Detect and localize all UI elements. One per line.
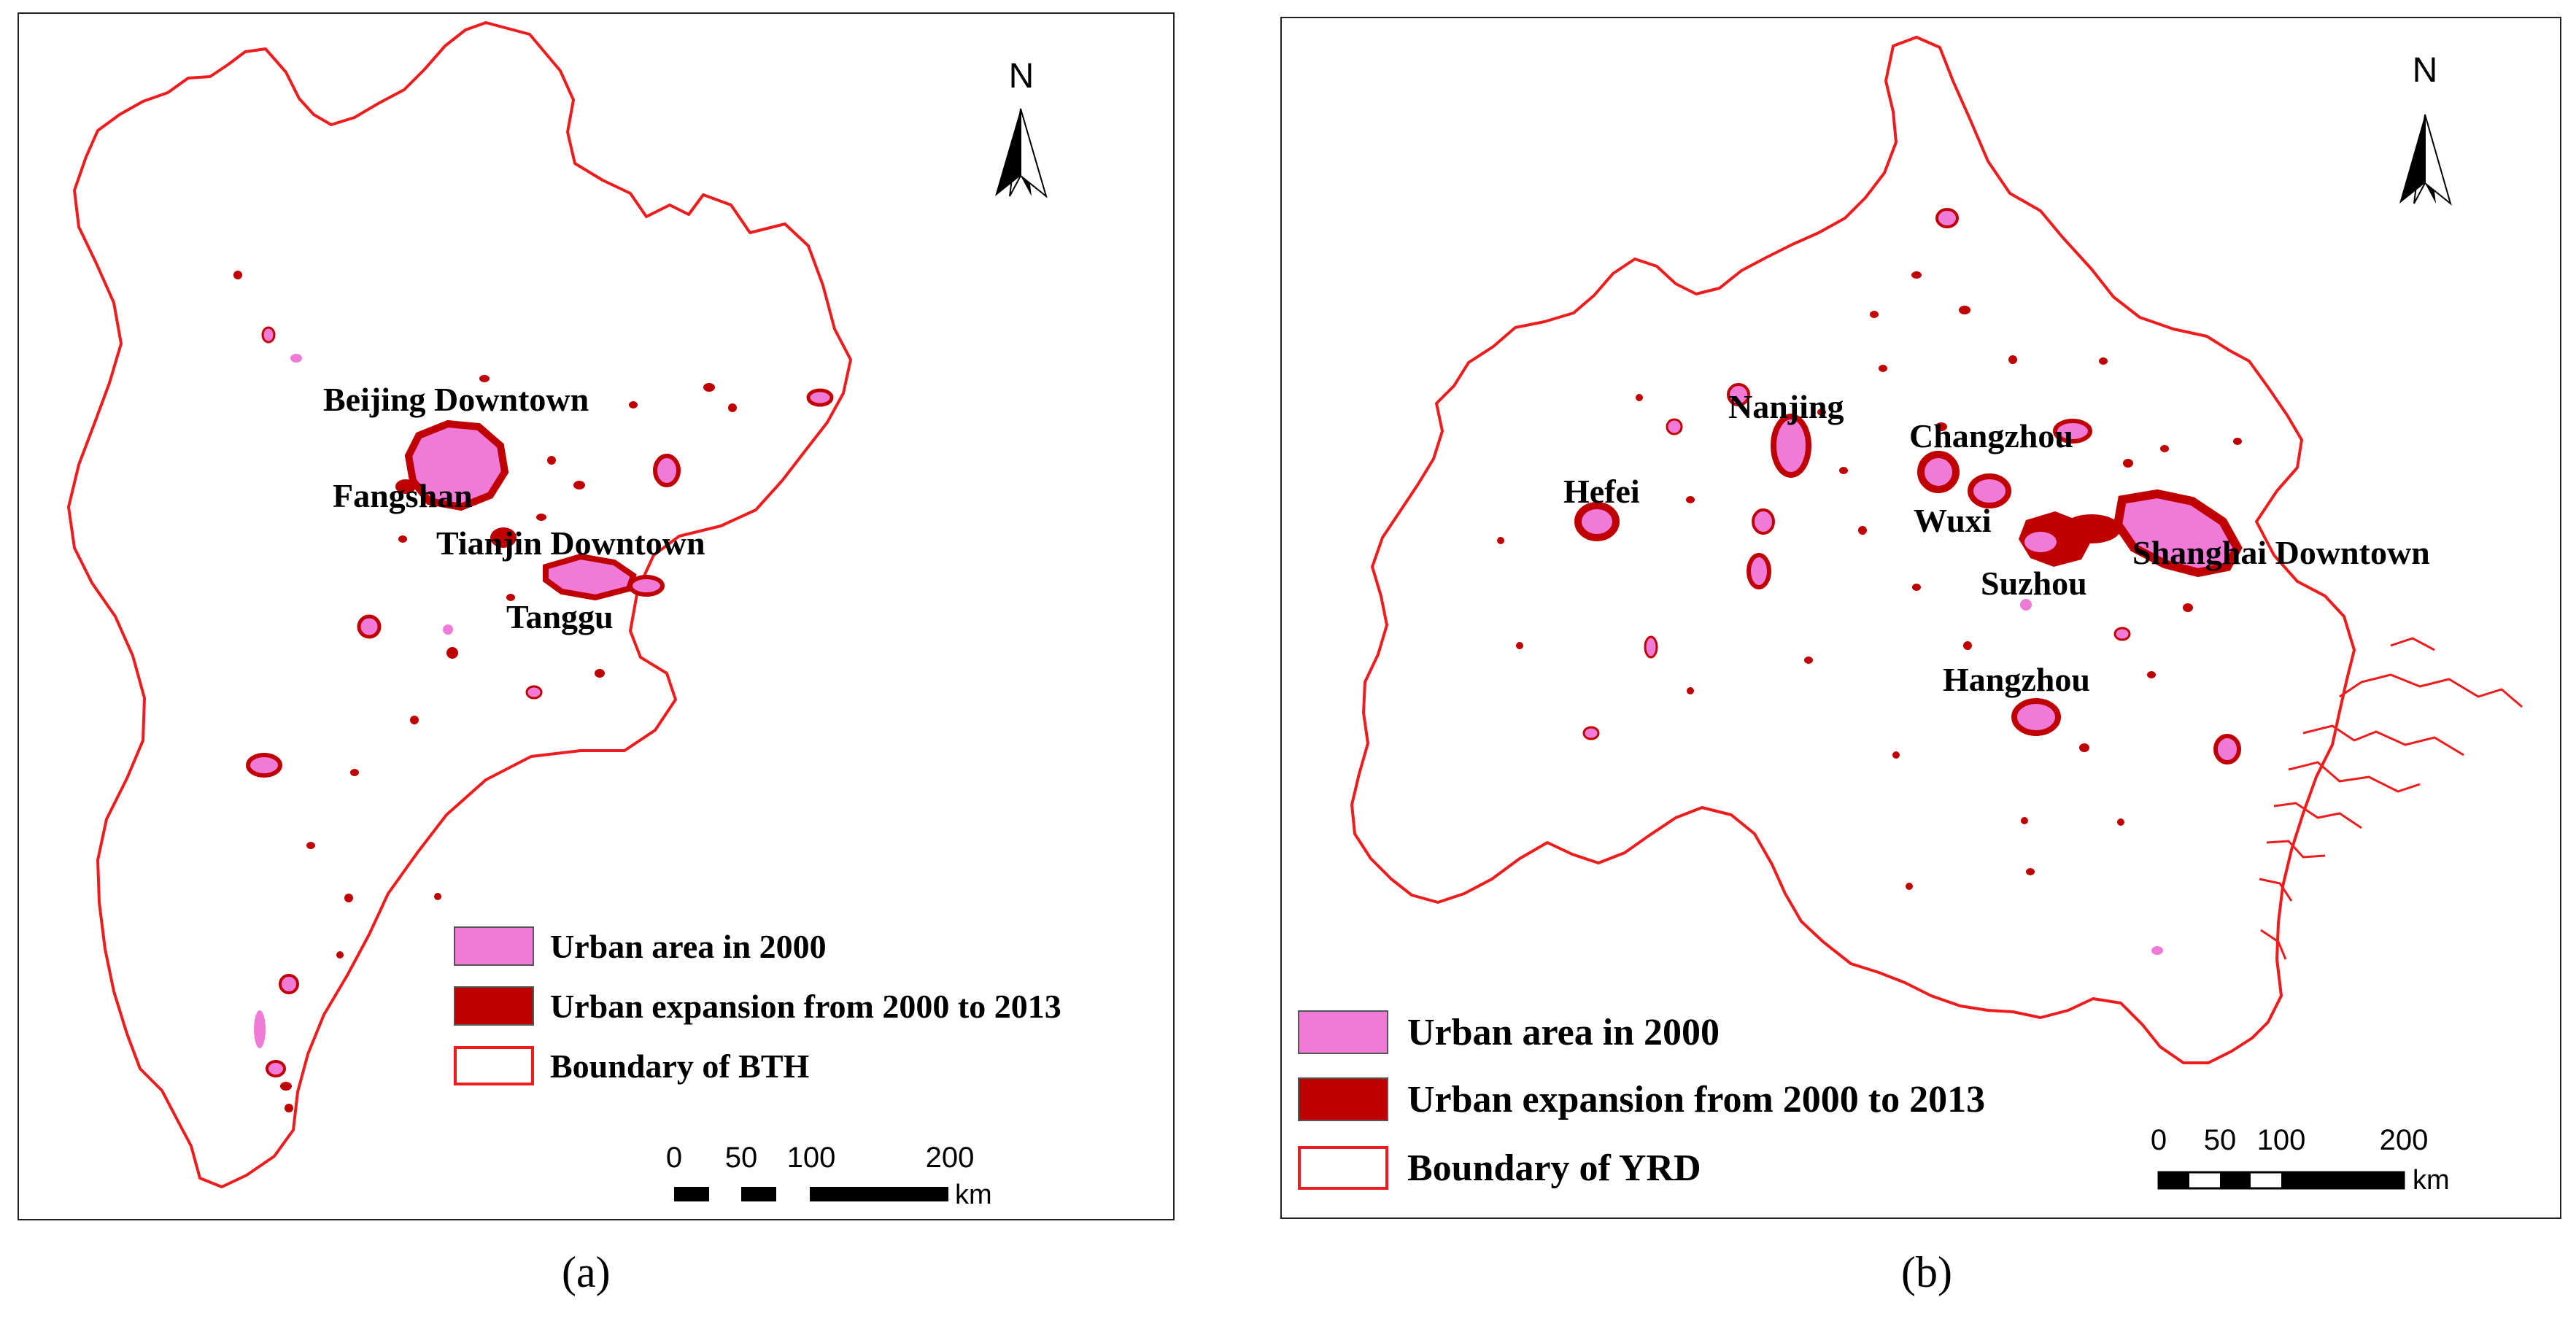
scale-unit: km — [955, 1180, 992, 1210]
legend-item-urban-expansion: Urban expansion from 2000 to 2013 — [1298, 1077, 1985, 1121]
scale-bar-graphic — [2157, 1171, 2405, 1190]
city-label: Hefei — [1563, 473, 1640, 510]
scale-tick: 50 — [724, 1142, 758, 1174]
legend-item-boundary: Boundary of YRD — [1298, 1146, 1701, 1190]
city-label: Beijing Downtown — [323, 381, 589, 418]
legend-label: Urban area in 2000 — [1407, 1011, 1720, 1053]
north-arrow-icon — [2399, 114, 2452, 206]
bth-map-canvas — [67, 21, 1048, 1201]
legend-item-boundary: Boundary of BTH — [454, 1046, 809, 1085]
panel-caption-a: (a) — [562, 1248, 611, 1296]
yrd-boundary — [1350, 36, 2356, 1064]
scale-tick: 0 — [665, 1142, 683, 1174]
scale-tick: 100 — [786, 1142, 836, 1174]
city-label: Suzhou — [1981, 565, 2087, 602]
legend-item-urban-2000: Urban area in 2000 — [1298, 1010, 1720, 1054]
city-label: Tianjin Downtown — [436, 524, 705, 562]
north-arrow: N — [2405, 53, 2445, 88]
north-arrow-icon — [995, 108, 1048, 198]
urban-patch-hangzhou — [2011, 698, 2061, 736]
scale-tick: 200 — [925, 1142, 975, 1174]
scale-tick: 200 — [2379, 1124, 2429, 1156]
bth-urban-patches — [233, 271, 834, 1112]
bth-boundary — [67, 21, 852, 1188]
north-letter: N — [2412, 51, 2438, 90]
city-label: Hangzhou — [1943, 661, 2090, 698]
city-label: Changzhou — [1909, 417, 2073, 454]
city-label: Wuxi — [1914, 502, 1992, 539]
north-arrow: N — [1001, 59, 1042, 94]
legend-swatch — [1298, 1077, 1388, 1121]
city-label: Nanjing — [1728, 388, 1844, 425]
urban-patch-beijing — [404, 419, 509, 511]
legend-item-urban-expansion: Urban expansion from 2000 to 2013 — [454, 986, 1061, 1026]
urban-patch-wuxi — [1968, 473, 2011, 508]
legend-label: Urban expansion from 2000 to 2013 — [1407, 1078, 1986, 1120]
legend-swatch — [454, 986, 534, 1026]
city-label: Shanghai Downtown — [2132, 534, 2430, 571]
legend-label: Boundary of YRD — [1407, 1147, 1701, 1189]
panel-caption-b: (b) — [1901, 1248, 1952, 1296]
map-panel-bth: Beijing Downtown Fangshan Tianjin Downto… — [18, 12, 1175, 1220]
scale-tick: 0 — [2150, 1124, 2167, 1156]
urban-patch-fangshan — [395, 479, 416, 494]
legend-item-urban-2000: Urban area in 2000 — [454, 926, 827, 966]
yrd-coastline-islands — [2259, 637, 2523, 960]
scale-unit: km — [2413, 1165, 2450, 1196]
yrd-map-canvas — [1350, 36, 2523, 1190]
urban-patch-shanghai — [2113, 489, 2243, 578]
scale-tick: 50 — [2203, 1124, 2237, 1156]
city-label: Fangshan — [333, 477, 473, 514]
map-panel-yrd: Nanjing Changzhou Hefei Wuxi Shanghai Do… — [1280, 17, 2561, 1219]
legend-swatch — [1298, 1146, 1388, 1190]
legend-swatch — [454, 1046, 534, 1085]
scale-bar-graphic — [674, 1187, 948, 1201]
north-letter: N — [1008, 57, 1034, 96]
urban-patch-nanjing — [1771, 414, 1811, 478]
legend-label: Urban area in 2000 — [550, 927, 827, 965]
scale-tick: 100 — [2256, 1124, 2306, 1156]
urban-patch-changzhou — [2053, 419, 2092, 444]
legend-swatch — [1298, 1010, 1388, 1054]
legend-label: Boundary of BTH — [550, 1047, 810, 1085]
legend-label: Urban expansion from 2000 to 2013 — [550, 987, 1061, 1025]
legend-swatch — [454, 926, 534, 966]
city-label: Tanggu — [506, 598, 614, 635]
urban-patch-hefei — [1574, 502, 1620, 541]
urban-patch-tianjin — [543, 553, 637, 601]
yrd-urban-patches — [1497, 208, 2243, 955]
